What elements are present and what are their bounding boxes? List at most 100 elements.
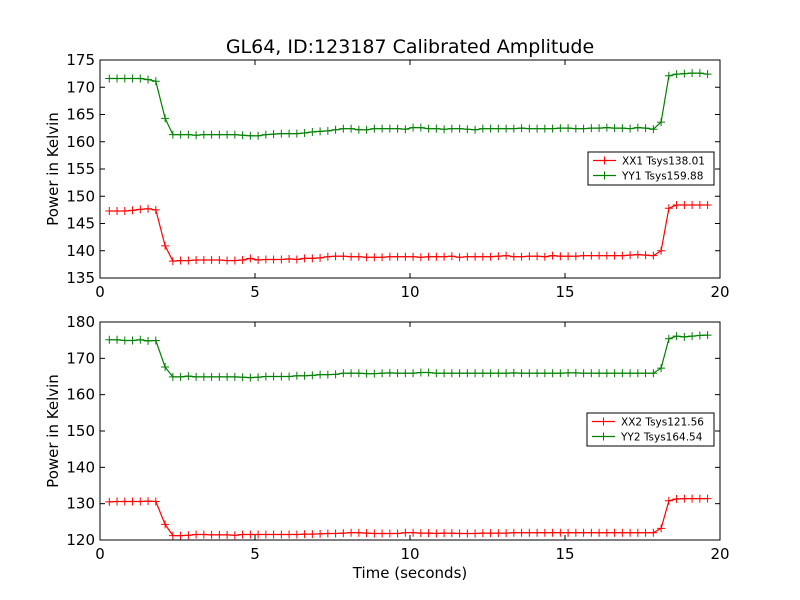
data-point xyxy=(680,494,689,503)
data-point xyxy=(463,529,472,538)
data-point xyxy=(478,252,487,261)
y-tick-label: 145 xyxy=(66,215,95,233)
data-point xyxy=(618,528,627,537)
data-point xyxy=(548,369,557,378)
data-point xyxy=(378,529,387,538)
x-tick-label: 15 xyxy=(555,545,574,563)
data-point xyxy=(370,369,379,378)
chart-panel-1: 0 5 10 15 20 135 140 145 150 155 160 165 170 175 Power… xyxy=(44,51,730,301)
data-point xyxy=(223,256,232,265)
data-point xyxy=(649,528,658,537)
data-point xyxy=(626,528,635,537)
data-point xyxy=(641,124,650,133)
data-point xyxy=(618,251,627,260)
data-point xyxy=(230,130,239,139)
data-point xyxy=(610,124,619,133)
data-point xyxy=(517,124,526,133)
data-point xyxy=(664,71,673,80)
data-point xyxy=(192,530,201,539)
data-point xyxy=(230,256,239,265)
data-point xyxy=(486,124,495,133)
data-point xyxy=(308,127,317,136)
data-point xyxy=(223,372,232,381)
data-point xyxy=(269,530,278,539)
y-tick-label: 140 xyxy=(66,242,95,260)
data-point xyxy=(540,369,549,378)
data-point xyxy=(300,371,309,380)
data-point xyxy=(409,528,418,537)
data-point xyxy=(579,369,588,378)
data-point xyxy=(207,530,216,539)
data-point xyxy=(517,252,526,261)
data-point xyxy=(316,253,325,262)
data-point xyxy=(540,124,549,133)
data-point xyxy=(502,529,511,538)
data-point xyxy=(633,123,642,132)
data-point xyxy=(323,252,332,261)
data-point xyxy=(246,373,255,382)
y-tick-label: 175 xyxy=(66,51,95,69)
data-point xyxy=(401,252,410,261)
data-point xyxy=(509,528,518,537)
data-point xyxy=(571,252,580,261)
data-point xyxy=(471,125,480,134)
legend-marker xyxy=(600,171,609,180)
y-tick-label: 160 xyxy=(66,386,95,404)
data-point xyxy=(151,205,160,214)
legend-box xyxy=(587,151,715,186)
data-point xyxy=(486,252,495,261)
data-point xyxy=(626,369,635,378)
data-point xyxy=(525,369,534,378)
data-point xyxy=(385,368,394,377)
data-point xyxy=(672,494,681,503)
data-point xyxy=(192,256,201,265)
data-point xyxy=(113,335,122,344)
data-point xyxy=(587,251,596,260)
data-point xyxy=(316,127,325,136)
y-tick-label: 155 xyxy=(66,160,95,178)
data-point xyxy=(136,74,145,83)
data-point xyxy=(230,372,239,381)
data-point xyxy=(128,497,137,506)
data-point xyxy=(494,252,503,261)
data-point xyxy=(455,369,464,378)
data-point xyxy=(672,332,681,341)
data-point xyxy=(292,530,301,539)
data-point xyxy=(579,528,588,537)
x-tick-label: 10 xyxy=(400,283,419,301)
data-point xyxy=(540,252,549,261)
data-point xyxy=(447,252,456,261)
data-point xyxy=(285,530,294,539)
data-point xyxy=(362,125,371,134)
data-point xyxy=(144,75,153,84)
data-point xyxy=(447,369,456,378)
data-point xyxy=(136,497,145,506)
data-point xyxy=(502,124,511,133)
data-point xyxy=(564,252,573,261)
data-point xyxy=(633,528,642,537)
data-point xyxy=(285,254,294,263)
data-point xyxy=(432,252,441,261)
data-point xyxy=(424,529,433,538)
data-point xyxy=(277,129,286,138)
data-point xyxy=(168,372,177,381)
data-point xyxy=(548,251,557,260)
data-point xyxy=(525,124,534,133)
data-point xyxy=(509,252,518,261)
data-point xyxy=(261,130,270,139)
data-point xyxy=(308,371,317,380)
data-point xyxy=(223,130,232,139)
data-point xyxy=(657,246,666,255)
data-point xyxy=(105,74,114,83)
data-point xyxy=(564,368,573,377)
data-point xyxy=(688,332,697,341)
data-point xyxy=(370,529,379,538)
data-point xyxy=(223,530,232,539)
data-point xyxy=(144,336,153,345)
data-point xyxy=(151,336,160,345)
data-point xyxy=(548,528,557,537)
data-point xyxy=(168,130,177,139)
data-point xyxy=(184,372,193,381)
